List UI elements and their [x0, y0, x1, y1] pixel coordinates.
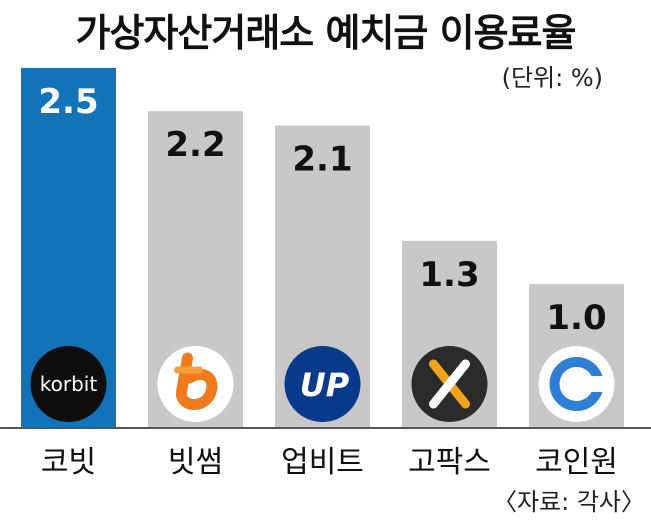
- category-label-3: 업비트: [281, 445, 364, 480]
- gopax-logo: [411, 346, 488, 422]
- korbit-logo-circle: [30, 346, 107, 422]
- bithumb-logo-circle: [157, 346, 234, 422]
- upbit-logo-circle: [284, 346, 361, 422]
- source-label: 〈자료: 각사〉: [492, 488, 645, 516]
- category-label-2: 빗썸: [168, 445, 223, 480]
- value-label-1: 2.5: [38, 82, 98, 122]
- category-label-4: 고팍스: [408, 445, 491, 480]
- value-label-2: 2.2: [165, 125, 225, 165]
- unit-label: (단위: %): [501, 64, 603, 92]
- chart-title: 가상자산거래소 예치금 이용료율: [75, 11, 577, 55]
- coinone-logo: [538, 346, 615, 422]
- category-label-1: 코빗: [41, 445, 96, 480]
- value-label-4: 1.3: [419, 255, 479, 295]
- bithumb-logo: [157, 346, 234, 422]
- korbit-logo-text: korbit: [40, 372, 98, 396]
- korbit-logo: korbit: [30, 346, 107, 422]
- category-label-5: 코인원: [535, 445, 618, 480]
- bithumb-logo-mark: [176, 352, 218, 410]
- upbit-logo-text: UP: [300, 366, 350, 404]
- gopax-logo-stroke-2: [429, 359, 470, 409]
- upbit-logo: UP: [284, 346, 361, 422]
- value-label-5: 1.0: [546, 298, 606, 338]
- value-label-3: 2.1: [292, 140, 352, 180]
- coinone-logo-gap: [584, 376, 605, 392]
